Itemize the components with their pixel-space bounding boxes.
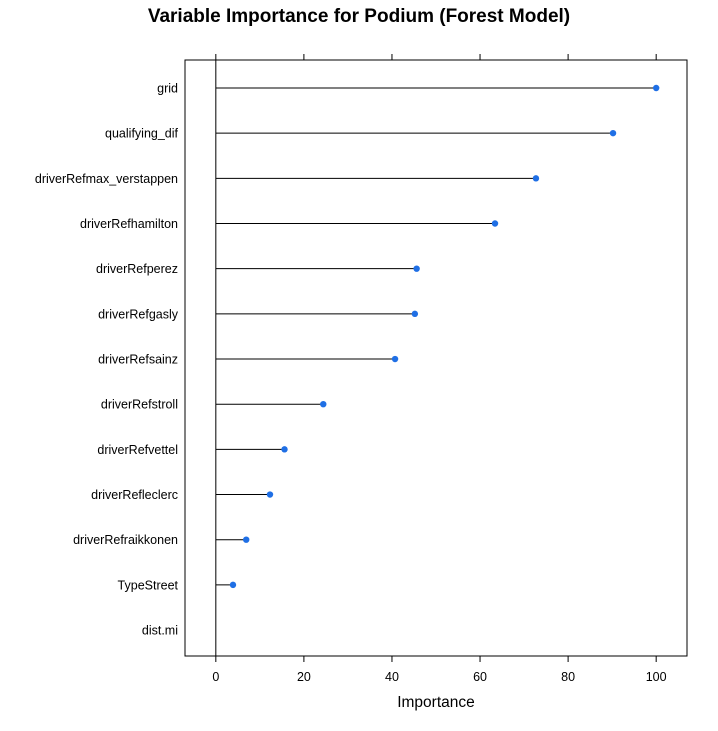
category-label: driverRefmax_verstappen — [35, 172, 178, 186]
point-driverRefhamilton — [491, 220, 499, 227]
plot-frame — [184, 59, 688, 657]
point-driverRefvettel — [281, 446, 288, 453]
x-tick-label: 100 — [646, 670, 667, 684]
category-label: driverRefperez — [96, 262, 178, 276]
category-label: driverRefhamilton — [80, 217, 178, 231]
category-label: driverRefvettel — [97, 443, 178, 457]
x-tick-label: 0 — [212, 670, 219, 684]
stems-layer — [215, 87, 657, 586]
category-label: dist.mi — [142, 624, 178, 638]
point-driverRefgasly — [411, 310, 419, 318]
point-TypeStreet — [229, 581, 237, 589]
point-driverRefmax_verstappen — [532, 175, 540, 182]
point-driverRefleclerc — [266, 491, 274, 498]
point-driverRefstroll — [320, 400, 327, 408]
category-labels: grid qualifying_dif driverRefmax_verstappe… — [35, 82, 179, 638]
points-layer — [229, 84, 660, 589]
x-tick-label: 40 — [385, 670, 399, 684]
x-axis-ticks: 0 20 40 60 80 100 — [212, 54, 667, 684]
point-grid — [652, 84, 660, 92]
point-driverRefperez — [413, 265, 420, 272]
category-label: TypeStreet — [118, 578, 179, 592]
x-tick-label: 80 — [561, 670, 575, 684]
point-driverRefsainz — [391, 355, 399, 363]
category-label: driverRefraikkonen — [73, 533, 178, 547]
category-label: driverRefgasly — [98, 307, 179, 321]
x-tick-label: 20 — [297, 670, 311, 684]
category-label: driverRefstroll — [101, 398, 178, 412]
category-label: qualifying_dif — [105, 127, 178, 141]
point-driverRefraikkonen — [243, 536, 250, 543]
chart-title: Variable Importance for Podium (Forest M… — [148, 6, 570, 27]
x-tick-label: 60 — [473, 670, 487, 684]
category-label: driverRefleclerc — [91, 488, 178, 502]
point-qualifying_dif — [609, 129, 617, 137]
category-label: grid — [157, 82, 178, 96]
x-axis-title: Importance — [397, 694, 475, 711]
category-label: driverRefsainz — [98, 353, 178, 367]
